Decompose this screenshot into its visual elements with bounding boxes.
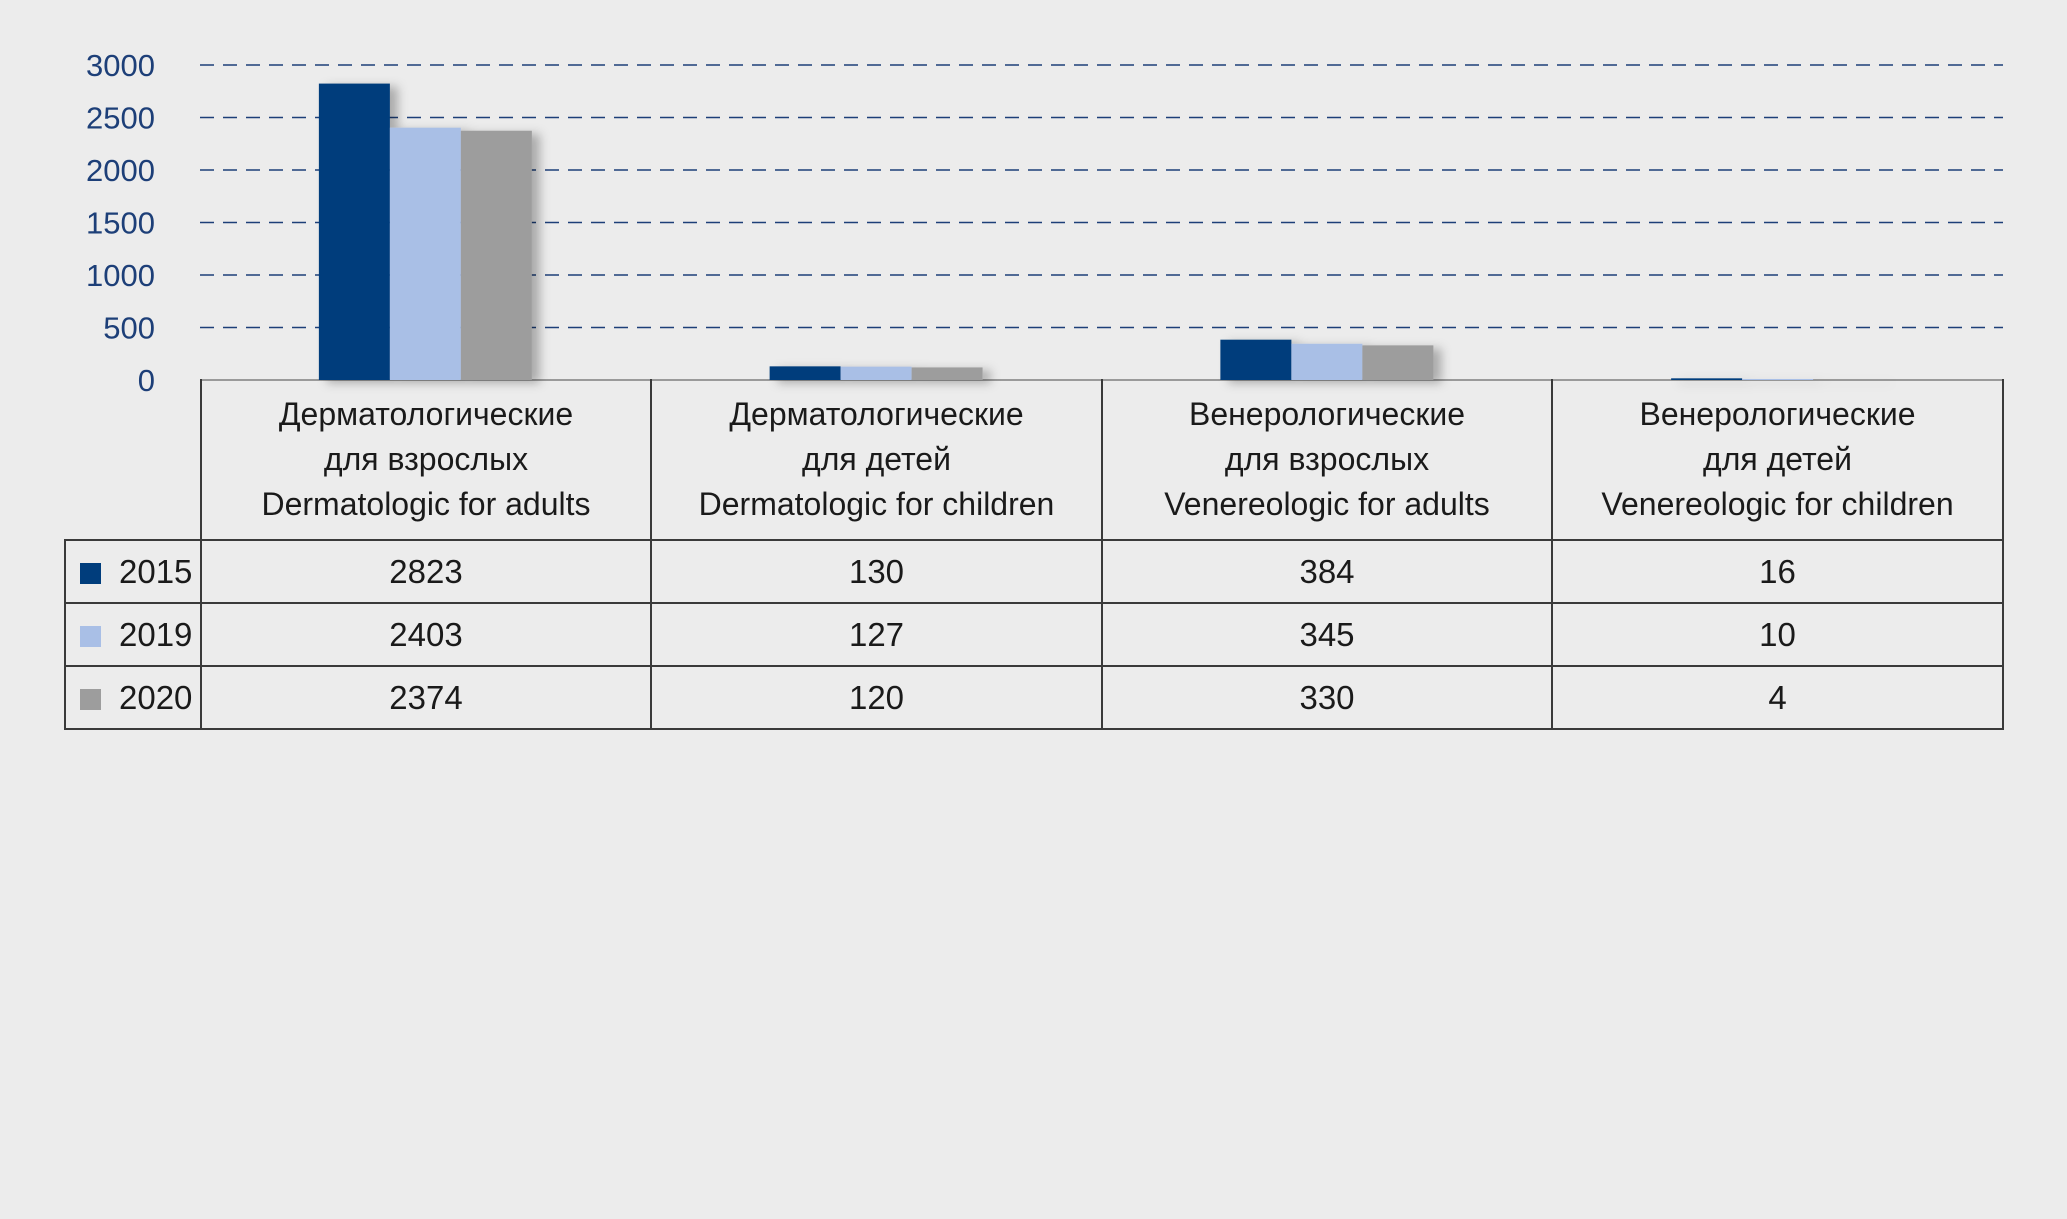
category-label-line: Venereologic for adults (1164, 485, 1490, 522)
category-label-line: Dermatologic for children (698, 485, 1055, 522)
series-row-2015: 2015 2823 130 384 16 (64, 539, 2004, 604)
value-cell: 384 (1101, 539, 1553, 604)
value-cell: 130 (650, 539, 1103, 604)
category-label-line: Dermatologic for adults (261, 485, 591, 522)
category-header-row: Дерматологические для взрослых Dermatolo… (65, 379, 2004, 541)
bar-2019-cat1 (389, 127, 461, 380)
legend-entry-2020: 2020 (64, 665, 202, 730)
value-cell: 2403 (200, 602, 652, 667)
category-label-line: Venereologic for children (1601, 485, 1954, 522)
bar-2020-cat3 (1362, 345, 1434, 380)
y-tick-label: 500 (103, 311, 155, 346)
category-label-line: Дерматологические (729, 395, 1024, 432)
value-cell: 120 (650, 665, 1103, 730)
bars-group (318, 83, 1885, 381)
bar-2015-cat1 (318, 83, 390, 381)
legend-entry-2019: 2019 (64, 602, 202, 667)
value-cell: 127 (650, 602, 1103, 667)
category-label-line: для взрослых (323, 440, 529, 477)
value-cell: 10 (1551, 602, 2004, 667)
category-header-venereologic-adults: Венерологические для взрослых Venereolog… (1101, 379, 1553, 541)
value-cell: 16 (1551, 539, 2004, 604)
category-label-line: Венерологические (1188, 395, 1465, 432)
bar-2019-cat3 (1291, 343, 1363, 380)
y-tick-label: 1500 (86, 206, 155, 241)
bar-2020-cat2 (911, 367, 983, 380)
legend-label: 2019 (119, 615, 193, 653)
value-cell: 2823 (200, 539, 652, 604)
y-tick-label: 2500 (86, 101, 155, 136)
category-label-line: для детей (1703, 440, 1852, 477)
bar-2019-cat2 (840, 366, 912, 380)
category-label-line: для детей (802, 440, 951, 477)
legend-entry-2015: 2015 (64, 539, 202, 604)
category-header-dermatologic-adults: Дерматологические для взрослых Dermatolo… (200, 379, 652, 541)
legend-label: 2015 (119, 552, 193, 590)
y-tick-label: 3000 (86, 48, 155, 83)
legend-swatch (80, 688, 101, 710)
bar-2015-cat2 (769, 366, 841, 380)
value-cell: 4 (1551, 665, 2004, 730)
category-label-line: Дерматологические (278, 395, 574, 432)
category-label-line: Венерологические (1639, 395, 1916, 432)
data-table: Дерматологические для взрослых Dermatolo… (64, 379, 2004, 730)
series-row-2020: 2020 2374 120 330 4 (64, 665, 2004, 730)
value-cell: 2374 (200, 665, 652, 730)
category-header-venereologic-children: Венерологические для детей Venereologic … (1551, 379, 2004, 541)
category-label-line: для взрослых (1224, 440, 1430, 477)
value-cell: 330 (1101, 665, 1553, 730)
value-cell: 345 (1101, 602, 1553, 667)
legend-label: 2020 (119, 678, 193, 716)
bar-2015-cat3 (1220, 339, 1292, 380)
y-tick-label: 2000 (86, 153, 155, 188)
y-tick-label: 1000 (86, 258, 155, 293)
legend-swatch (80, 625, 101, 647)
category-header-dermatologic-children: Дерматологические для детей Dermatologic… (650, 379, 1103, 541)
legend-swatch (80, 562, 101, 584)
table-corner (65, 379, 202, 541)
series-row-2019: 2019 2403 127 345 10 (64, 602, 2004, 667)
bar-2020-cat1 (460, 130, 532, 380)
